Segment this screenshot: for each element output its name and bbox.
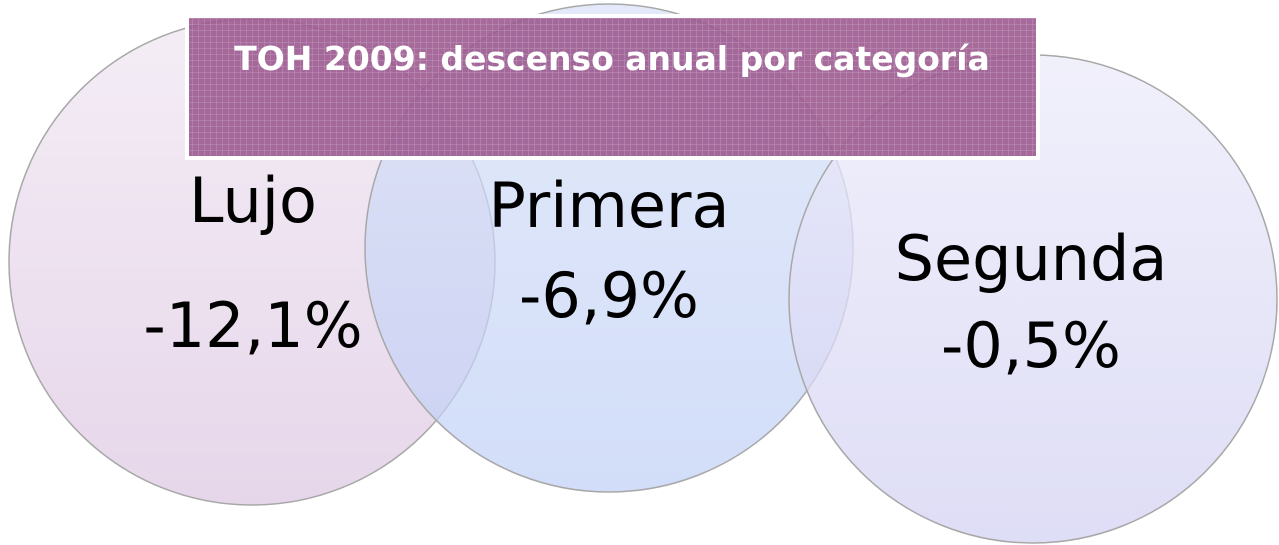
node-label: Primera [488, 169, 729, 242]
node-value: -6,9% [519, 259, 699, 332]
node-value: -0,5% [941, 309, 1121, 382]
node-label: Segunda [895, 222, 1168, 295]
node-label: Lujo [189, 164, 317, 237]
title-banner [185, 14, 1040, 160]
title: TOH 2009: descenso anual por categoría [234, 39, 990, 78]
node-value: -12,1% [143, 289, 362, 362]
